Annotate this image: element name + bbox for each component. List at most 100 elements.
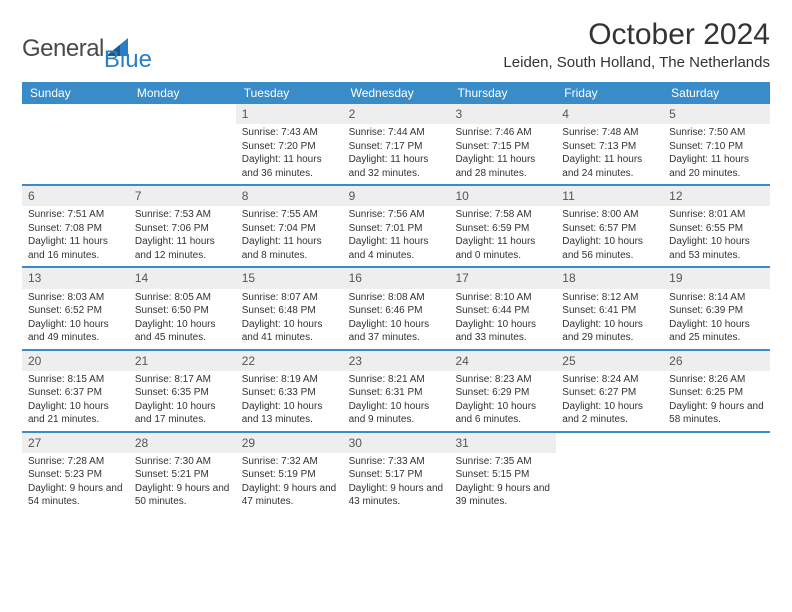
sunset-text: Sunset: 7:13 PM (562, 140, 657, 154)
day-body: Sunrise: 8:01 AMSunset: 6:55 PMDaylight:… (663, 206, 770, 266)
sunrise-text: Sunrise: 8:23 AM (455, 373, 550, 387)
sunset-text: Sunset: 5:17 PM (349, 468, 444, 482)
sunrise-text: Sunrise: 8:07 AM (242, 291, 337, 305)
day-cell: 23Sunrise: 8:21 AMSunset: 6:31 PMDayligh… (343, 351, 450, 431)
sunset-text: Sunset: 6:59 PM (455, 222, 550, 236)
sunset-text: Sunset: 7:08 PM (28, 222, 123, 236)
daylight-text: Daylight: 10 hours and 9 minutes. (349, 400, 444, 427)
daylight-text: Daylight: 11 hours and 28 minutes. (455, 153, 550, 180)
sunset-text: Sunset: 7:10 PM (669, 140, 764, 154)
week-row: 1Sunrise: 7:43 AMSunset: 7:20 PMDaylight… (22, 104, 770, 186)
sunrise-text: Sunrise: 8:19 AM (242, 373, 337, 387)
day-cell: 13Sunrise: 8:03 AMSunset: 6:52 PMDayligh… (22, 268, 129, 348)
day-body: Sunrise: 7:48 AMSunset: 7:13 PMDaylight:… (556, 124, 663, 184)
day-number: 24 (449, 351, 556, 371)
sunset-text: Sunset: 6:46 PM (349, 304, 444, 318)
day-cell: 19Sunrise: 8:14 AMSunset: 6:39 PMDayligh… (663, 268, 770, 348)
day-header: Sunday (22, 82, 129, 104)
day-header-row: SundayMondayTuesdayWednesdayThursdayFrid… (22, 82, 770, 104)
day-number: 14 (129, 268, 236, 288)
daylight-text: Daylight: 10 hours and 56 minutes. (562, 235, 657, 262)
day-number: 1 (236, 104, 343, 124)
week-row: 6Sunrise: 7:51 AMSunset: 7:08 PMDaylight… (22, 186, 770, 268)
daylight-text: Daylight: 10 hours and 25 minutes. (669, 318, 764, 345)
day-number: 19 (663, 268, 770, 288)
day-cell (556, 433, 663, 513)
day-number: 2 (343, 104, 450, 124)
day-body: Sunrise: 7:58 AMSunset: 6:59 PMDaylight:… (449, 206, 556, 266)
sunrise-text: Sunrise: 7:44 AM (349, 126, 444, 140)
day-number (663, 433, 770, 453)
day-body: Sunrise: 7:43 AMSunset: 7:20 PMDaylight:… (236, 124, 343, 184)
day-body: Sunrise: 8:19 AMSunset: 6:33 PMDaylight:… (236, 371, 343, 431)
sunset-text: Sunset: 6:55 PM (669, 222, 764, 236)
header: General Blue October 2024 Leiden, South … (22, 18, 770, 74)
sunset-text: Sunset: 6:48 PM (242, 304, 337, 318)
sunset-text: Sunset: 6:52 PM (28, 304, 123, 318)
sunrise-text: Sunrise: 7:28 AM (28, 455, 123, 469)
day-body: Sunrise: 8:05 AMSunset: 6:50 PMDaylight:… (129, 289, 236, 349)
sunrise-text: Sunrise: 7:56 AM (349, 208, 444, 222)
daylight-text: Daylight: 9 hours and 50 minutes. (135, 482, 230, 509)
sunset-text: Sunset: 5:15 PM (455, 468, 550, 482)
day-cell: 3Sunrise: 7:46 AMSunset: 7:15 PMDaylight… (449, 104, 556, 184)
day-cell: 29Sunrise: 7:32 AMSunset: 5:19 PMDayligh… (236, 433, 343, 513)
daylight-text: Daylight: 10 hours and 2 minutes. (562, 400, 657, 427)
daylight-text: Daylight: 10 hours and 49 minutes. (28, 318, 123, 345)
daylight-text: Daylight: 10 hours and 41 minutes. (242, 318, 337, 345)
day-cell: 15Sunrise: 8:07 AMSunset: 6:48 PMDayligh… (236, 268, 343, 348)
sunset-text: Sunset: 6:31 PM (349, 386, 444, 400)
day-cell: 7Sunrise: 7:53 AMSunset: 7:06 PMDaylight… (129, 186, 236, 266)
sunset-text: Sunset: 5:21 PM (135, 468, 230, 482)
day-header: Saturday (663, 82, 770, 104)
daylight-text: Daylight: 10 hours and 53 minutes. (669, 235, 764, 262)
daylight-text: Daylight: 11 hours and 12 minutes. (135, 235, 230, 262)
sunset-text: Sunset: 6:25 PM (669, 386, 764, 400)
day-cell: 27Sunrise: 7:28 AMSunset: 5:23 PMDayligh… (22, 433, 129, 513)
day-body: Sunrise: 8:26 AMSunset: 6:25 PMDaylight:… (663, 371, 770, 431)
daylight-text: Daylight: 10 hours and 17 minutes. (135, 400, 230, 427)
day-body: Sunrise: 7:46 AMSunset: 7:15 PMDaylight:… (449, 124, 556, 184)
day-body: Sunrise: 8:08 AMSunset: 6:46 PMDaylight:… (343, 289, 450, 349)
day-body: Sunrise: 7:56 AMSunset: 7:01 PMDaylight:… (343, 206, 450, 266)
sunset-text: Sunset: 6:44 PM (455, 304, 550, 318)
day-number (129, 104, 236, 124)
daylight-text: Daylight: 10 hours and 29 minutes. (562, 318, 657, 345)
day-cell: 4Sunrise: 7:48 AMSunset: 7:13 PMDaylight… (556, 104, 663, 184)
day-cell: 16Sunrise: 8:08 AMSunset: 6:46 PMDayligh… (343, 268, 450, 348)
sunrise-text: Sunrise: 7:58 AM (455, 208, 550, 222)
daylight-text: Daylight: 11 hours and 16 minutes. (28, 235, 123, 262)
day-body: Sunrise: 8:12 AMSunset: 6:41 PMDaylight:… (556, 289, 663, 349)
day-cell: 12Sunrise: 8:01 AMSunset: 6:55 PMDayligh… (663, 186, 770, 266)
sunset-text: Sunset: 6:27 PM (562, 386, 657, 400)
day-number: 29 (236, 433, 343, 453)
day-cell: 20Sunrise: 8:15 AMSunset: 6:37 PMDayligh… (22, 351, 129, 431)
week-row: 13Sunrise: 8:03 AMSunset: 6:52 PMDayligh… (22, 268, 770, 350)
day-body: Sunrise: 7:55 AMSunset: 7:04 PMDaylight:… (236, 206, 343, 266)
day-cell: 8Sunrise: 7:55 AMSunset: 7:04 PMDaylight… (236, 186, 343, 266)
sunrise-text: Sunrise: 7:53 AM (135, 208, 230, 222)
sunset-text: Sunset: 7:04 PM (242, 222, 337, 236)
sunset-text: Sunset: 6:39 PM (669, 304, 764, 318)
daylight-text: Daylight: 9 hours and 54 minutes. (28, 482, 123, 509)
day-body: Sunrise: 7:33 AMSunset: 5:17 PMDaylight:… (343, 453, 450, 513)
sunrise-text: Sunrise: 7:50 AM (669, 126, 764, 140)
sunset-text: Sunset: 6:37 PM (28, 386, 123, 400)
week-row: 20Sunrise: 8:15 AMSunset: 6:37 PMDayligh… (22, 351, 770, 433)
day-cell: 9Sunrise: 7:56 AMSunset: 7:01 PMDaylight… (343, 186, 450, 266)
day-cell: 1Sunrise: 7:43 AMSunset: 7:20 PMDaylight… (236, 104, 343, 184)
sunset-text: Sunset: 5:19 PM (242, 468, 337, 482)
day-body: Sunrise: 8:07 AMSunset: 6:48 PMDaylight:… (236, 289, 343, 349)
day-number: 18 (556, 268, 663, 288)
day-header: Monday (129, 82, 236, 104)
sunset-text: Sunset: 6:57 PM (562, 222, 657, 236)
location-text: Leiden, South Holland, The Netherlands (503, 54, 770, 71)
day-cell: 30Sunrise: 7:33 AMSunset: 5:17 PMDayligh… (343, 433, 450, 513)
day-cell: 26Sunrise: 8:26 AMSunset: 6:25 PMDayligh… (663, 351, 770, 431)
day-number: 12 (663, 186, 770, 206)
day-cell: 31Sunrise: 7:35 AMSunset: 5:15 PMDayligh… (449, 433, 556, 513)
daylight-text: Daylight: 10 hours and 21 minutes. (28, 400, 123, 427)
day-number: 15 (236, 268, 343, 288)
sunrise-text: Sunrise: 7:55 AM (242, 208, 337, 222)
day-body: Sunrise: 7:53 AMSunset: 7:06 PMDaylight:… (129, 206, 236, 266)
